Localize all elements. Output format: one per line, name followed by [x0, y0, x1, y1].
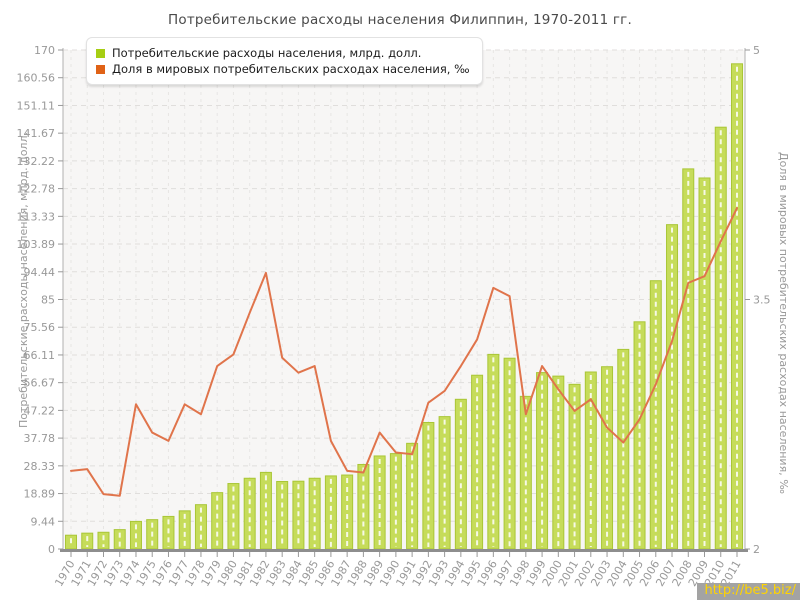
bar-1992 [422, 421, 435, 550]
left-tick-label: 160.56 [17, 72, 56, 85]
right-tick-label: 2 [753, 543, 760, 556]
right-axis-ticks: 23.55 [745, 44, 771, 556]
left-tick-label: 0 [48, 543, 55, 556]
left-tick-label: 37.78 [24, 432, 56, 445]
bar-2003 [601, 366, 614, 550]
x-axis-ticks: 1970197119721973197419751976197719781979… [52, 552, 744, 589]
left-tick-label: 66.11 [24, 349, 56, 362]
legend-swatch-bar-icon [96, 48, 105, 58]
right-tick-label: 3.5 [753, 294, 771, 307]
right-axis-title: Доля в мировых потребительских расходах … [777, 152, 790, 494]
legend-item-consumption: Потребительские расходы населения, млрд.… [96, 46, 470, 60]
world-share-line [70, 207, 738, 497]
chart-title: Потребительские расходы населения Филипп… [168, 12, 632, 28]
legend-swatch-line-icon [96, 64, 105, 74]
legend: Потребительские расходы населения, млрд.… [86, 37, 483, 85]
bar-1982 [259, 471, 272, 550]
left-tick-label: 18.89 [24, 488, 56, 501]
left-tick-label: 113.33 [17, 210, 56, 223]
legend-label-consumption: Потребительские расходы населения, млрд.… [112, 46, 422, 60]
legend-label-world-share: Доля в мировых потребительских расходах … [112, 62, 470, 76]
left-tick-label: 56.67 [24, 377, 56, 390]
left-tick-label: 94.44 [24, 266, 56, 279]
left-tick-label: 132.22 [17, 155, 56, 168]
left-tick-label: 85 [41, 294, 55, 307]
left-tick-label: 141.67 [17, 127, 56, 140]
left-tick-label: 75.56 [24, 321, 56, 334]
left-axis-title: Потребительские расходы населения, млрд.… [17, 132, 30, 428]
left-tick-label: 151.11 [17, 99, 56, 112]
bar-1979 [211, 492, 224, 550]
left-tick-label: 170 [34, 44, 55, 57]
left-tick-label: 103.89 [17, 238, 56, 251]
watermark-link[interactable]: http://be5.biz/ [697, 583, 800, 600]
bar-1986 [324, 475, 337, 550]
left-tick-label: 9.44 [31, 515, 56, 528]
bar-1987 [341, 474, 354, 550]
left-axis-ticks: 0 9.44 18.89 28.33 37.78 47.22 56.67 66.11 75.56… [17, 44, 63, 556]
left-tick-label: 28.33 [24, 460, 56, 473]
legend-item-world-share: Доля в мировых потребительских расходах … [96, 62, 470, 76]
left-tick-label: 122.78 [17, 183, 56, 196]
bars-series [65, 63, 743, 550]
left-tick-label: 47.22 [24, 404, 56, 417]
y-gridlines [63, 49, 745, 522]
right-tick-label: 5 [753, 44, 760, 57]
